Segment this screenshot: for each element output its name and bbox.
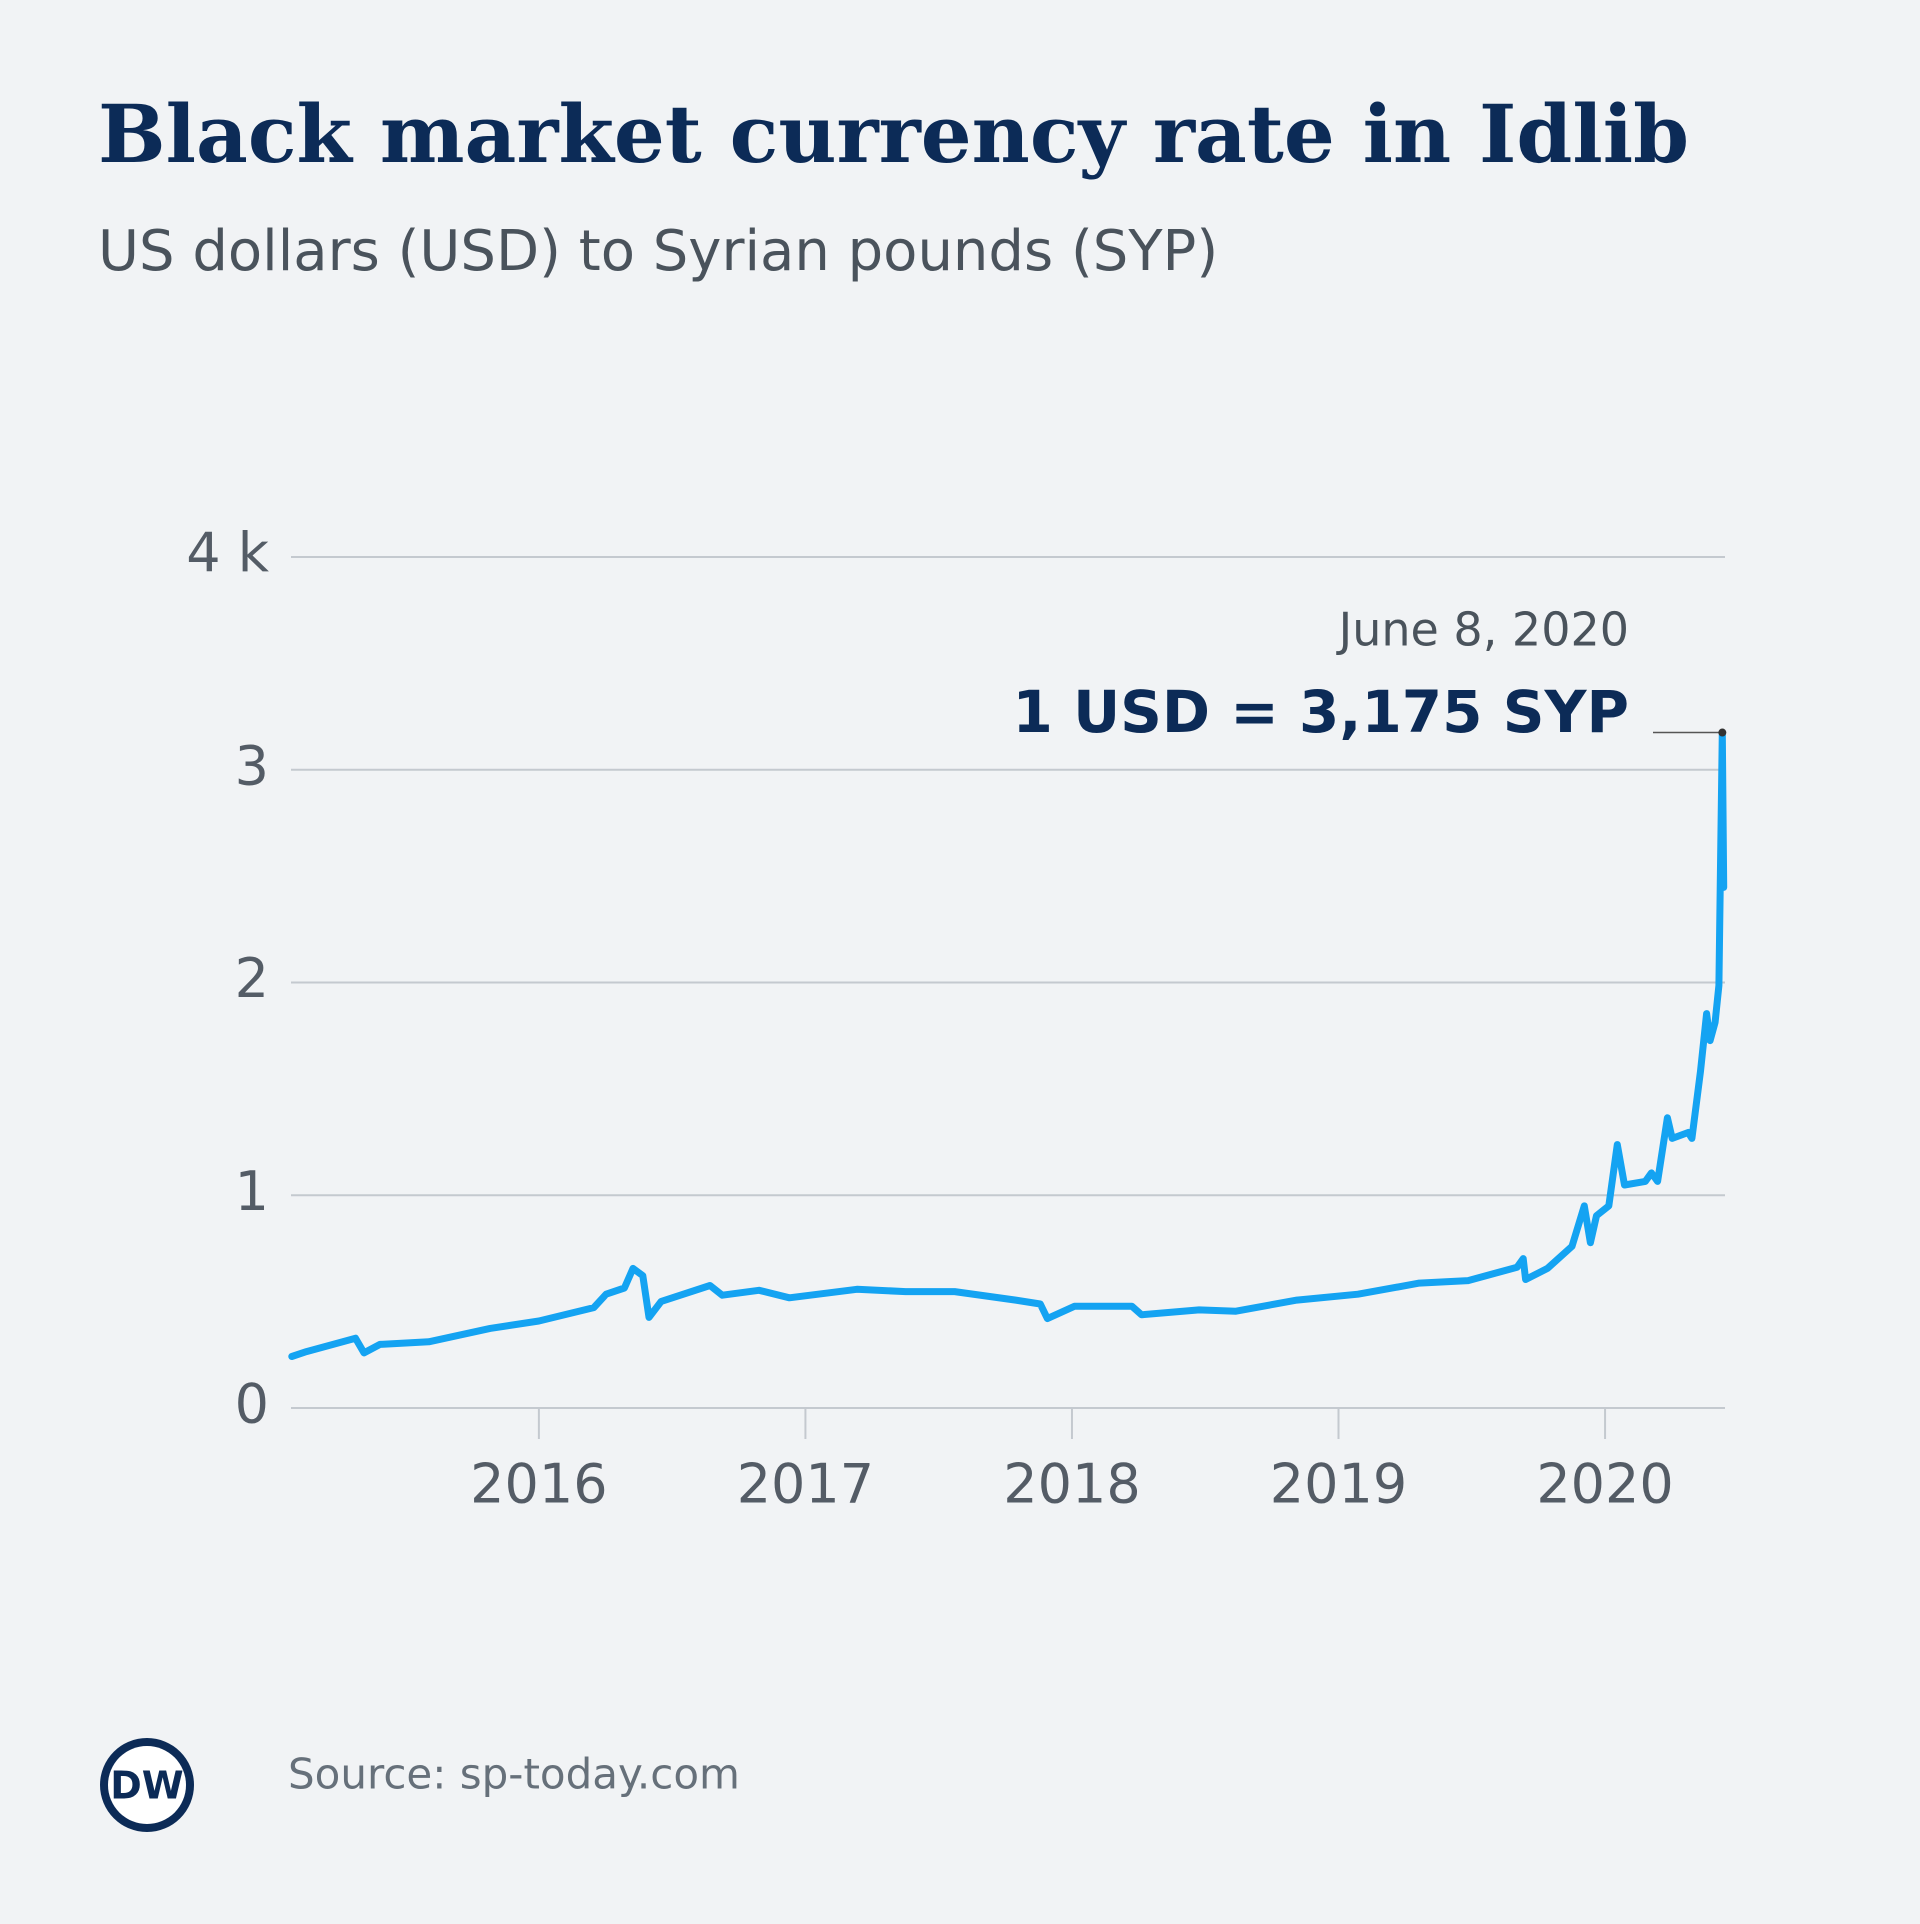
y-tick-label: 2 [235, 947, 269, 1010]
x-tick-label: 2018 [1003, 1453, 1140, 1516]
data-line [288, 729, 1728, 1360]
x-tick-label: 2016 [470, 1453, 607, 1516]
chart-subtitle: US dollars (USD) to Syrian pounds (SYP) [98, 219, 1218, 284]
annotated-point [1718, 728, 1727, 737]
logo-text: DW [110, 1764, 183, 1808]
y-tick-label: 1 [235, 1160, 269, 1223]
x-tick-label: 2017 [737, 1453, 874, 1516]
annotation-value: 1 USD = 3,175 SYP [1013, 678, 1629, 746]
annotation-date: June 8, 2020 [1336, 603, 1629, 657]
y-tick-label: 3 [235, 734, 269, 797]
logo: DW [100, 1738, 194, 1832]
chart-title: Black market currency rate in Idlib [98, 87, 1689, 181]
source: Source: sp-today.com [288, 1750, 740, 1799]
x-tick-label: 2019 [1270, 1453, 1407, 1516]
logo-inner [108, 1746, 186, 1824]
x-tick-label: 2020 [1536, 1453, 1673, 1516]
y-tick-label: 4 k [186, 522, 270, 585]
y-tick-label: 0 [235, 1373, 269, 1436]
